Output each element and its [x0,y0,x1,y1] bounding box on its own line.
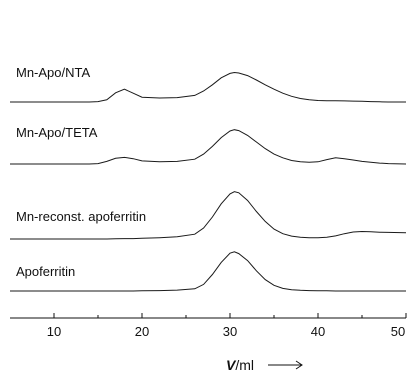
trace-2 [10,129,407,165]
x-axis-arrow [268,360,303,370]
series-label-3: Mn-reconst. apoferritin [16,209,146,224]
series-label-1: Mn-Apo/NTA [16,65,90,80]
series-label-2: Mn-Apo/TETA [16,125,98,140]
x-tick-label-50: 50 [391,324,405,339]
x-tick-label-30: 30 [223,324,237,339]
x-ticks-group: 10 20 30 40 50 [47,313,407,339]
trace-1 [10,71,406,103]
x-tick-label-10: 10 [47,324,61,339]
x-tick-label-20: 20 [135,324,149,339]
trace-3 [10,191,407,240]
trace-4 [10,251,406,292]
x-axis-label-var: V [226,357,237,373]
traces-group [10,71,407,292]
series-labels-group: Mn-Apo/NTA Mn-Apo/TETA Mn-reconst. apoferr… [16,65,146,279]
x-axis-label: V/ml [226,357,254,373]
series-label-4: Apoferritin [16,264,75,279]
x-tick-label-40: 40 [311,324,325,339]
x-axis-label-unit: /ml [235,357,254,373]
